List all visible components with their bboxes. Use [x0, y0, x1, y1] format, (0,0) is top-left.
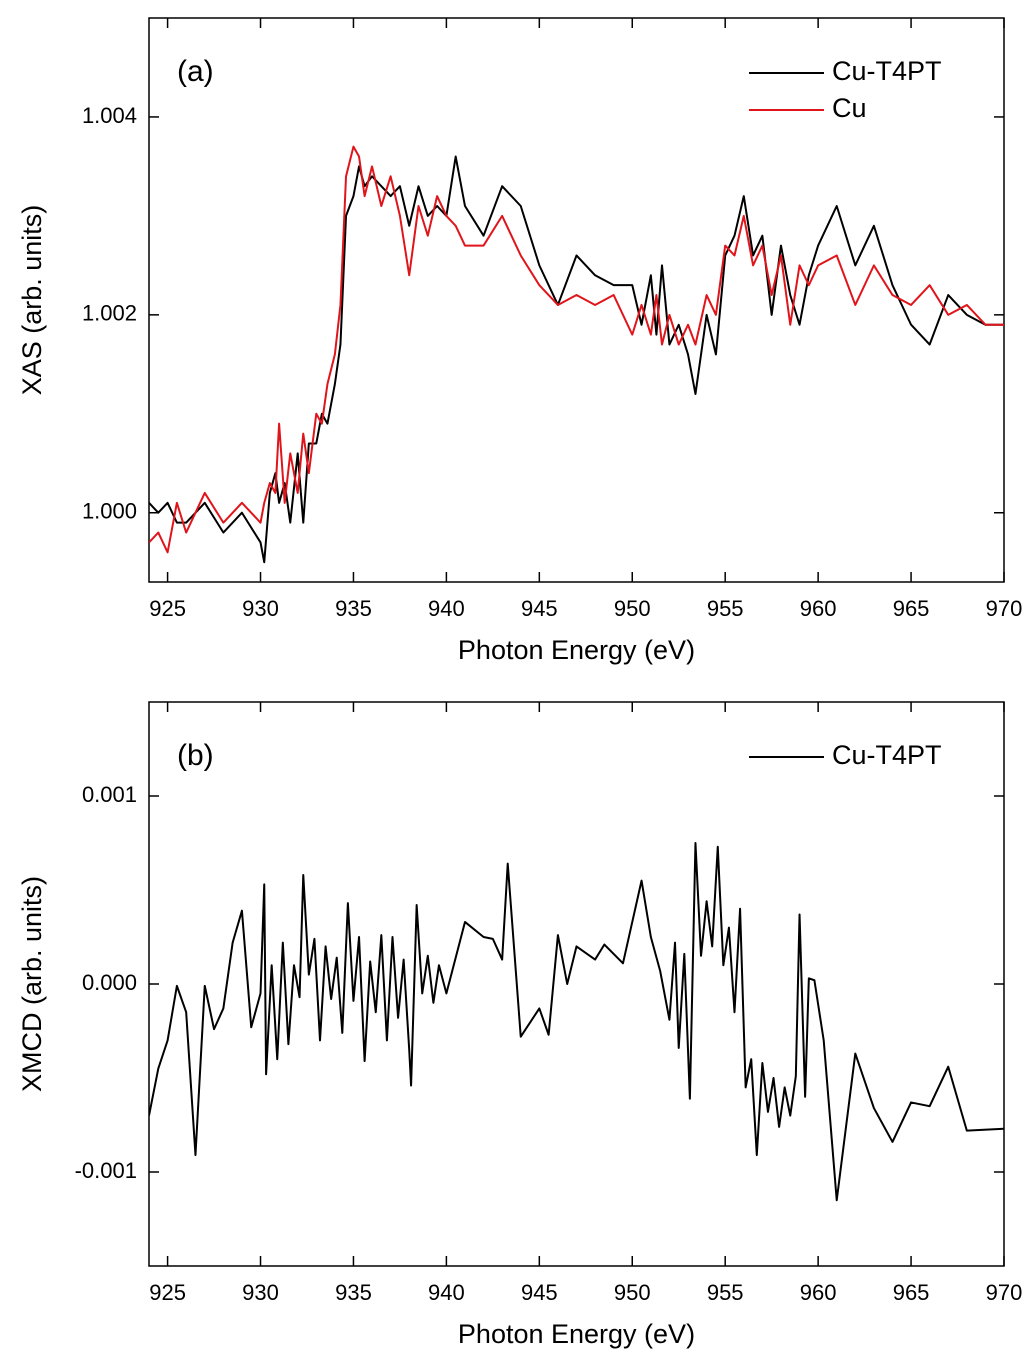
x-tick-label: 945 [521, 596, 558, 621]
legend-label: Cu-T4PT [832, 740, 942, 770]
y-axis-label: XAS (arb. units) [17, 205, 47, 396]
x-tick-label: 965 [893, 596, 930, 621]
x-axis-label: Photon Energy (eV) [458, 635, 695, 665]
y-tick-label: 1.000 [82, 499, 137, 524]
y-tick-label: -0.001 [75, 1158, 137, 1183]
panel: 925 930 935 940 945 950 955 960 965 970 -0.001 0.00… [17, 701, 1023, 1349]
x-tick-label: 930 [242, 1280, 279, 1305]
plot-frame [148, 701, 1005, 1267]
data-line [149, 842, 1004, 1202]
x-tick-label: 960 [800, 1280, 837, 1305]
x-axis-label: Photon Energy (eV) [458, 1319, 695, 1349]
x-tick-label: 940 [428, 1280, 465, 1305]
x-tick-label: 970 [986, 596, 1023, 621]
panel-label: (a) [177, 55, 214, 88]
x-tick-label: 925 [149, 596, 186, 621]
legend-label: Cu [832, 93, 867, 123]
y-tick-label: 1.004 [82, 103, 137, 128]
x-tick-label: 925 [149, 1280, 186, 1305]
x-tick-label: 935 [335, 1280, 372, 1305]
x-tick-label: 935 [335, 596, 372, 621]
data-line [149, 155, 1004, 564]
x-tick-label: 970 [986, 1280, 1023, 1305]
legend-label: Cu-T4PT [832, 56, 942, 86]
x-tick-label: 930 [242, 596, 279, 621]
panel: 925 930 935 940 945 950 955 960 965 970 1.000 1.002… [17, 17, 1023, 665]
plot-frame [148, 17, 1005, 583]
x-tick-label: 945 [521, 1280, 558, 1305]
x-tick-label: 950 [614, 596, 651, 621]
x-tick-label: 960 [800, 596, 837, 621]
x-tick-label: 940 [428, 596, 465, 621]
y-tick-label: 1.002 [82, 301, 137, 326]
y-axis-label: XMCD (arb. units) [17, 876, 47, 1092]
data-line [149, 145, 1004, 554]
panel-label: (b) [177, 739, 214, 772]
y-tick-label: 0.000 [82, 970, 137, 995]
y-tick-label: 0.001 [82, 782, 137, 807]
x-tick-label: 950 [614, 1280, 651, 1305]
x-tick-label: 955 [707, 1280, 744, 1305]
x-tick-label: 965 [893, 1280, 930, 1305]
x-tick-label: 955 [707, 596, 744, 621]
